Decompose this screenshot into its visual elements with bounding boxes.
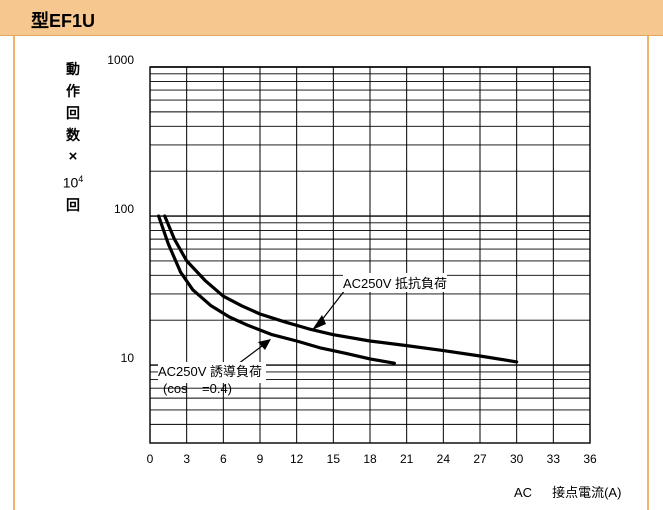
header-bar: 型EF1U [0,0,663,36]
y-tick-label: 10 [121,351,135,365]
resistive-load-curve [163,214,519,364]
x-tick-label: 6 [220,452,227,466]
x-tick-label: 27 [473,452,487,466]
x-tick-label: 24 [437,452,451,466]
resistive-pointer-arrowhead [312,315,326,330]
x-tick-label: 12 [290,452,304,466]
frame-left-border [13,36,15,510]
y-label-char: 数 [66,127,80,143]
page-title: 型EF1U [31,11,96,31]
y-label-base: 10 [62,174,79,191]
x-tick-label: 18 [363,452,377,466]
resistive-load-label: AC250V 抵抗負荷 [343,273,448,292]
y-axis-label: 動 作 回 数 × 104 回 [60,58,86,216]
x-tick-label: 33 [547,452,561,466]
x-label-prefix: AC [514,485,533,500]
x-label-text: 接点電流(A) [552,485,622,500]
inductive-load-label: AC250V 誘導負荷 [158,362,267,383]
x-tick-label: 21 [400,452,414,466]
x-tick-label: 15 [327,452,341,466]
frame-right-border [647,36,649,510]
y-label-char: 動 [66,61,80,77]
y-label-char: × [68,148,78,165]
inductive-load-curve [157,214,396,365]
x-tick-label: 0 [147,452,154,466]
x-tick-label: 36 [583,452,597,466]
inductive-pointer-arrowhead [258,339,271,350]
x-tick-label: 3 [183,452,190,466]
y-label-char: 回 [66,105,80,121]
inductive-load-note: (cos =0.4) [163,381,232,396]
y-tick-label: 1000 [107,53,134,67]
y-label-exponent: 4 [78,174,84,184]
y-tick-label: 100 [114,202,134,216]
x-tick-label: 9 [257,452,264,466]
y-label-char: 回 [66,196,80,213]
x-axis-label: AC 接点電流(A) [514,482,621,501]
y-label-power: 104 [60,168,86,194]
x-tick-label: 30 [510,452,524,466]
plot-frame [149,66,591,444]
y-label-char: 作 [66,83,80,99]
